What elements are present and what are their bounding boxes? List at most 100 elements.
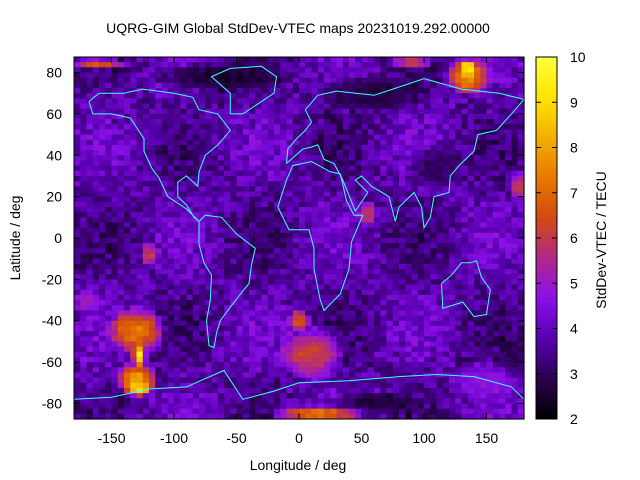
heatmap-cell xyxy=(330,294,338,301)
heatmap-cell xyxy=(205,227,213,234)
heatmap-cell xyxy=(111,113,119,120)
heatmap-cell xyxy=(211,170,219,177)
heatmap-cell xyxy=(324,243,331,249)
heatmap-cell xyxy=(155,377,163,384)
heatmap-cell xyxy=(111,263,119,270)
heatmap-cell xyxy=(355,248,363,255)
heatmap-cell xyxy=(199,351,206,358)
heatmap-cell xyxy=(117,108,125,115)
heatmap-cell xyxy=(392,387,400,394)
heatmap-cell xyxy=(374,134,381,141)
heatmap-cell xyxy=(74,387,81,394)
heatmap-cell xyxy=(136,300,144,306)
heatmap-cell xyxy=(80,134,88,141)
heatmap-cell xyxy=(424,160,431,167)
heatmap-cell xyxy=(386,253,394,260)
heatmap-cell xyxy=(74,222,81,229)
heatmap-cell xyxy=(242,248,250,255)
heatmap-cell xyxy=(442,170,450,177)
heatmap-cell xyxy=(130,351,138,358)
heatmap-cell xyxy=(324,93,331,99)
heatmap-cell xyxy=(474,217,481,224)
heatmap-cell xyxy=(205,331,213,337)
heatmap-cell xyxy=(136,150,144,156)
heatmap-cell xyxy=(261,398,269,405)
heatmap-cell xyxy=(442,124,450,130)
heatmap-cell xyxy=(105,186,113,193)
heatmap-cell xyxy=(492,62,500,68)
heatmap-cell xyxy=(286,238,294,244)
heatmap-cell xyxy=(380,191,388,198)
heatmap-cell xyxy=(474,124,481,130)
heatmap-cell xyxy=(380,129,388,136)
heatmap-cell xyxy=(99,227,106,234)
heatmap-cell xyxy=(436,377,444,384)
heatmap-cell xyxy=(367,103,375,110)
heatmap-cell xyxy=(161,201,169,208)
heatmap-cell xyxy=(499,175,506,182)
heatmap-cell xyxy=(130,300,138,306)
heatmap-cell xyxy=(417,72,425,79)
heatmap-cell xyxy=(424,310,431,317)
chart-title: UQRG-GIM Global StdDev-VTEC maps 2023101… xyxy=(106,20,490,36)
heatmap-cell xyxy=(317,269,325,275)
heatmap-cell xyxy=(80,356,88,363)
heatmap-cell xyxy=(486,362,494,368)
heatmap-cell xyxy=(180,165,188,172)
heatmap-cell xyxy=(411,294,419,301)
heatmap-cell xyxy=(474,155,481,162)
heatmap-cell xyxy=(317,170,325,177)
heatmap-cell xyxy=(486,274,494,280)
heatmap-cell xyxy=(361,382,369,389)
heatmap-cell xyxy=(330,72,338,79)
heatmap-cell xyxy=(192,393,200,399)
heatmap-cell xyxy=(149,170,156,177)
heatmap-cell xyxy=(142,72,150,79)
heatmap-cell xyxy=(499,253,506,260)
heatmap-cell xyxy=(292,191,300,198)
heatmap-cell xyxy=(130,155,138,162)
heatmap-cell xyxy=(492,253,500,260)
heatmap-cell xyxy=(367,170,375,177)
heatmap-cell xyxy=(136,413,144,420)
heatmap-cell xyxy=(74,206,81,213)
heatmap-cell xyxy=(86,289,94,296)
heatmap-cell xyxy=(242,217,250,224)
heatmap-cell xyxy=(180,325,188,332)
heatmap-cell xyxy=(299,387,306,394)
heatmap-cell xyxy=(330,201,338,208)
heatmap-cell xyxy=(411,382,419,389)
heatmap-cell xyxy=(255,144,263,151)
heatmap-cell xyxy=(236,72,244,79)
heatmap-cell xyxy=(230,248,238,255)
heatmap-cell xyxy=(249,398,256,405)
heatmap-cell xyxy=(511,175,519,182)
heatmap-cell xyxy=(486,134,494,141)
heatmap-cell xyxy=(192,248,200,255)
heatmap-cell xyxy=(255,134,263,141)
heatmap-cell xyxy=(186,232,194,239)
heatmap-cell xyxy=(299,320,306,327)
heatmap-cell xyxy=(299,346,306,353)
heatmap-cell xyxy=(180,98,188,105)
heatmap-cell xyxy=(305,346,313,353)
heatmap-cell xyxy=(174,206,181,213)
heatmap-cell xyxy=(80,108,88,115)
heatmap-cell xyxy=(511,315,519,322)
heatmap-cell xyxy=(224,393,231,399)
heatmap-cell xyxy=(211,88,219,94)
heatmap-cell xyxy=(224,408,231,415)
heatmap-cell xyxy=(336,165,344,172)
heatmap-cell xyxy=(399,315,406,322)
heatmap-cell xyxy=(230,232,238,239)
heatmap-cell xyxy=(505,212,513,218)
heatmap-cell xyxy=(511,325,519,332)
heatmap-cell xyxy=(324,289,331,296)
heatmap-cell xyxy=(505,196,513,203)
heatmap-cell xyxy=(280,170,288,177)
heatmap-cell xyxy=(499,108,506,115)
heatmap-cell xyxy=(336,108,344,115)
heatmap-cell xyxy=(242,227,250,234)
heatmap-cell xyxy=(236,170,244,177)
heatmap-cell xyxy=(455,351,463,358)
